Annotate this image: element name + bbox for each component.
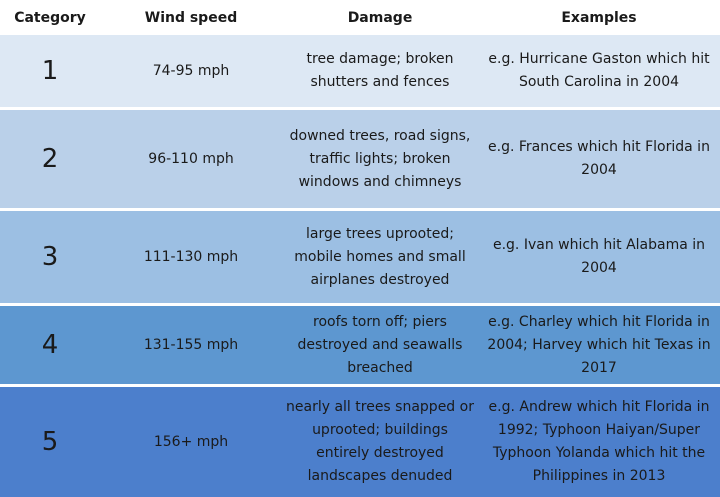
damage-cell: tree damage; broken shutters and fences [282, 35, 478, 107]
table-row: 4 131-155 mph roofs torn off; piers dest… [0, 306, 720, 384]
damage-cell: large trees uprooted; mobile homes and s… [282, 211, 478, 303]
header-examples: Examples [478, 0, 720, 35]
header-wind-speed: Wind speed [100, 0, 282, 35]
examples-cell: e.g. Ivan which hit Alabama in 2004 [478, 211, 720, 303]
header-damage: Damage [282, 0, 478, 35]
wind-speed-cell: 156+ mph [100, 387, 282, 497]
wind-speed-cell: 111-130 mph [100, 211, 282, 303]
category-cell: 4 [0, 306, 100, 384]
wind-speed-cell: 131-155 mph [100, 306, 282, 384]
examples-cell: e.g. Charley which hit Florida in 2004; … [478, 306, 720, 384]
damage-cell: nearly all trees snapped or uprooted; bu… [282, 387, 478, 497]
row-divider [0, 107, 720, 110]
category-cell: 3 [0, 211, 100, 303]
header-row: Category Wind speed Damage Examples [0, 0, 720, 35]
row-divider [0, 303, 720, 306]
header-category: Category [0, 0, 100, 35]
category-cell: 1 [0, 35, 100, 107]
wind-speed-cell: 96-110 mph [100, 110, 282, 208]
category-cell: 5 [0, 387, 100, 497]
category-cell: 2 [0, 110, 100, 208]
examples-cell: e.g. Hurricane Gaston which hit South Ca… [478, 35, 720, 107]
table-row: 5 156+ mph nearly all trees snapped or u… [0, 387, 720, 497]
row-divider [0, 208, 720, 211]
wind-speed-cell: 74-95 mph [100, 35, 282, 107]
table-row: 1 74-95 mph tree damage; broken shutters… [0, 35, 720, 107]
damage-cell: downed trees, road signs, traffic lights… [282, 110, 478, 208]
row-divider [0, 384, 720, 387]
table-row: 3 111-130 mph large trees uprooted; mobi… [0, 211, 720, 303]
examples-cell: e.g. Frances which hit Florida in 2004 [478, 110, 720, 208]
examples-cell: e.g. Andrew which hit Florida in 1992; T… [478, 387, 720, 497]
table-row: 2 96-110 mph downed trees, road signs, t… [0, 110, 720, 208]
damage-cell: roofs torn off; piers destroyed and seaw… [282, 306, 478, 384]
